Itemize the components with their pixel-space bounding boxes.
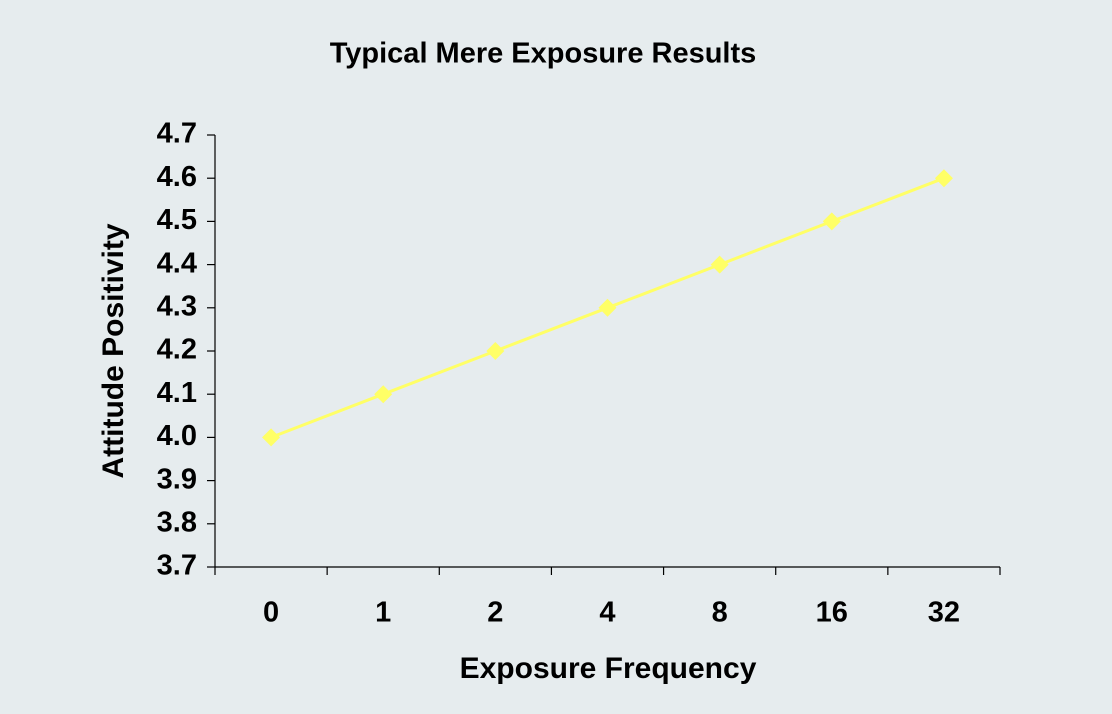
x-tick-label: 2 bbox=[487, 597, 503, 629]
x-tick-label: 1 bbox=[375, 597, 391, 629]
y-tick-label: 3.9 bbox=[157, 463, 197, 495]
y-tick-label: 4.5 bbox=[157, 204, 197, 236]
data-point bbox=[374, 385, 393, 404]
y-tick-label: 3.8 bbox=[157, 506, 197, 538]
y-tick-label: 3.7 bbox=[157, 550, 197, 582]
y-tick-label: 4.0 bbox=[157, 420, 197, 452]
y-tick-label: 4.4 bbox=[157, 247, 197, 279]
data-point bbox=[822, 212, 841, 231]
y-tick-label: 4.7 bbox=[157, 118, 197, 150]
x-tick-label: 0 bbox=[263, 597, 279, 629]
x-tick-label: 4 bbox=[599, 597, 615, 629]
data-point bbox=[486, 342, 505, 360]
y-tick-label: 4.3 bbox=[157, 290, 197, 322]
x-tick-label: 8 bbox=[712, 597, 728, 629]
data-point bbox=[710, 255, 729, 274]
y-tick-label: 4.1 bbox=[157, 377, 197, 409]
chart-title: Typical Mere Exposure Results bbox=[330, 38, 757, 70]
data-point bbox=[262, 428, 281, 447]
y-tick-label: 4.6 bbox=[157, 161, 197, 193]
x-tick-label: 32 bbox=[928, 597, 960, 629]
data-point bbox=[934, 169, 953, 188]
y-axis-label: Attitude Positivity bbox=[97, 223, 130, 478]
x-tick-label: 16 bbox=[816, 597, 848, 629]
data-point bbox=[598, 298, 617, 317]
x-axis-label: Exposure Frequency bbox=[460, 652, 757, 685]
y-tick-label: 4.2 bbox=[157, 334, 197, 366]
